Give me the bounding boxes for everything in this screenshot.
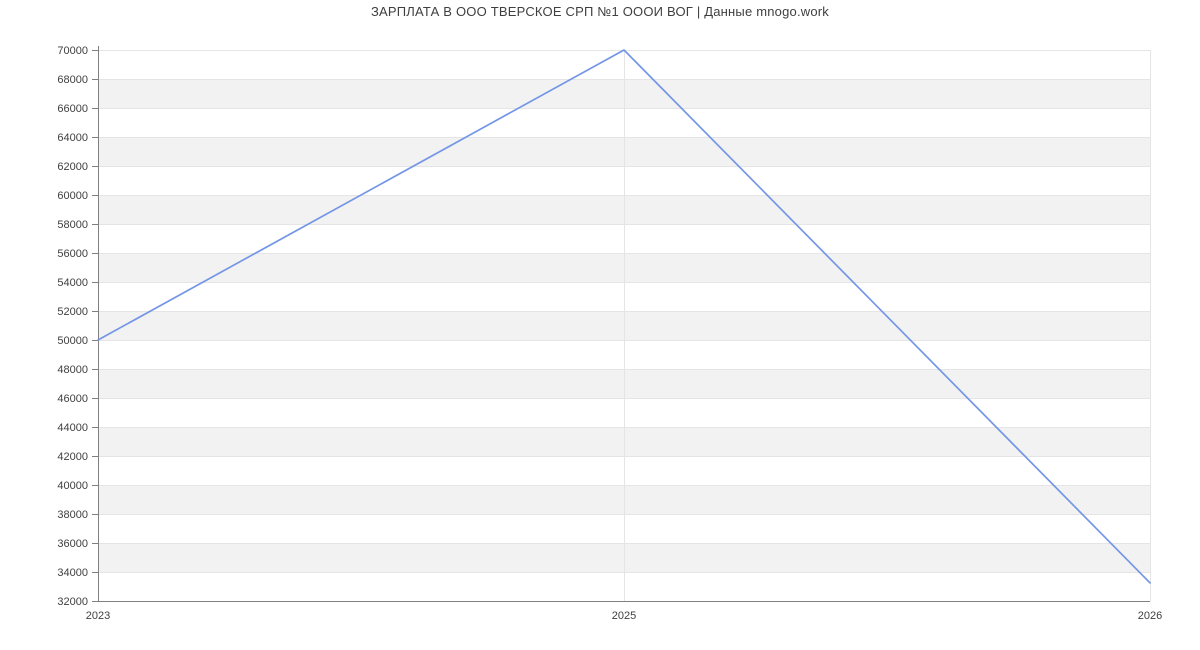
y-tick-label: 62000 — [57, 161, 88, 173]
y-tick-label: 46000 — [57, 393, 88, 405]
y-tick-label: 34000 — [57, 567, 88, 579]
y-tick-label: 58000 — [57, 219, 88, 231]
y-tick-label: 54000 — [57, 277, 88, 289]
y-tick-label: 48000 — [57, 364, 88, 376]
y-tick-label: 50000 — [57, 335, 88, 347]
y-tick-label: 52000 — [57, 306, 88, 318]
y-tick-label: 64000 — [57, 132, 88, 144]
y-tick-label: 42000 — [57, 451, 88, 463]
salary-line — [97, 49, 1151, 584]
x-tick-label: 2026 — [1138, 610, 1162, 622]
x-tick-label: 2023 — [86, 610, 110, 622]
y-tick-label: 56000 — [57, 248, 88, 260]
y-tick-label: 38000 — [57, 509, 88, 521]
y-tick-label: 68000 — [57, 74, 88, 86]
y-tick-label: 66000 — [57, 103, 88, 115]
y-tick-label: 70000 — [57, 45, 88, 57]
x-tick-label: 2025 — [612, 610, 636, 622]
y-tick-label: 40000 — [57, 480, 88, 492]
y-tick-label: 44000 — [57, 422, 88, 434]
y-tick-label: 32000 — [57, 596, 88, 608]
y-tick-label: 36000 — [57, 538, 88, 550]
y-tick-label: 60000 — [57, 190, 88, 202]
chart-title: ЗАРПЛАТА В ООО ТВЕРСКОЕ СРП №1 ОООИ ВОГ … — [370, 4, 830, 19]
